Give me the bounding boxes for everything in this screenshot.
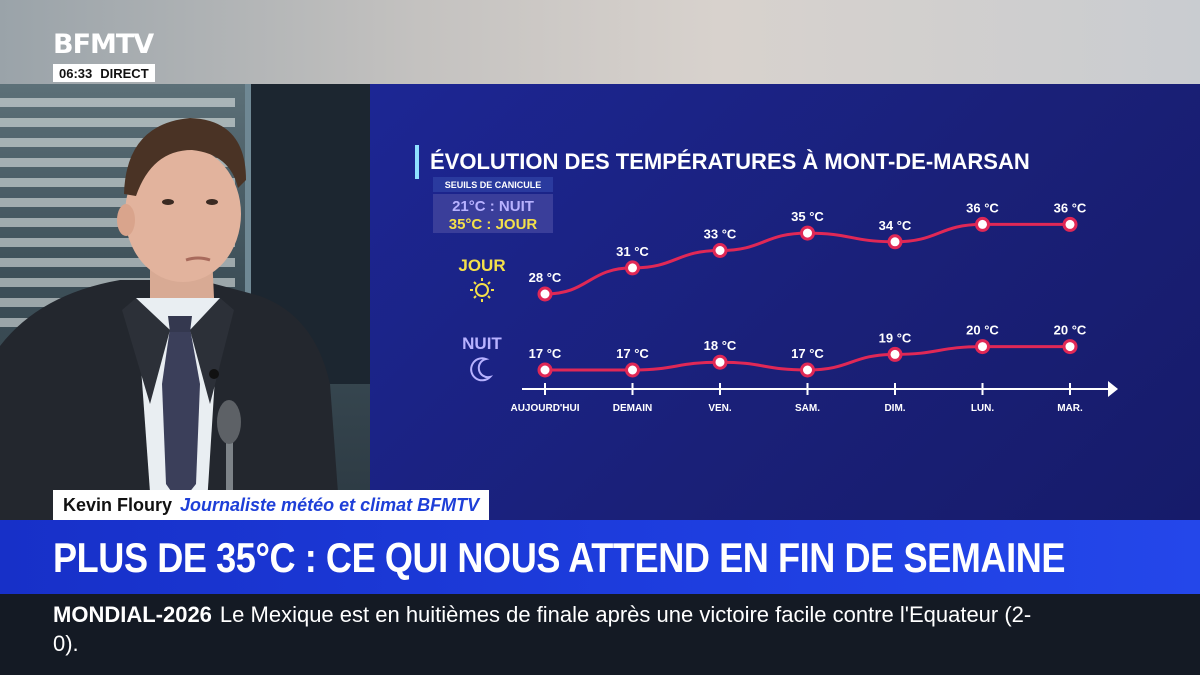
news-ticker: MONDIAL-2026 Le Mexique est en huitièmes … [0, 594, 1200, 675]
data-point [1062, 216, 1078, 232]
data-point [537, 362, 553, 378]
presenter-role: Journaliste météo et climat BFMTV [180, 494, 480, 515]
data-point [975, 216, 990, 232]
data-label: 19 °C [879, 330, 912, 345]
day-series-label: JOUR [458, 256, 505, 275]
data-label: 28 °C [529, 270, 562, 285]
data-label: 20 °C [966, 323, 999, 338]
data-point [625, 260, 640, 276]
data-label: 17 °C [616, 346, 649, 361]
data-label: 20 °C [1054, 323, 1087, 338]
x-tick-label: DIM. [884, 403, 905, 414]
live-label: DIRECT [100, 65, 149, 81]
ticker-label: MONDIAL-2026 [53, 602, 212, 627]
clock-badge: 06:33 DIRECT [53, 64, 155, 82]
night-series-label: NUIT [462, 334, 502, 353]
top-bar: BFMTV 06:33 DIRECT [0, 0, 1200, 84]
studio-view [0, 84, 370, 520]
x-tick-label: VEN. [708, 403, 732, 414]
data-point [625, 362, 640, 378]
ticker-text: Le Mexique est en huitièmes de finale ap… [53, 602, 1032, 656]
data-label: 36 °C [966, 200, 999, 215]
data-label: 17 °C [529, 346, 562, 361]
x-tick-label: LUN. [971, 403, 995, 414]
sun-icon [470, 278, 494, 302]
canicule-legend: SEUILS DE CANICULE 21°C : NUIT 35°C : JO… [433, 177, 553, 233]
data-point [975, 339, 990, 355]
headline-banner: PLUS DE 35°C : CE QUI NOUS ATTEND EN FIN… [0, 520, 1200, 594]
legend-night-threshold: 21°C : NUIT [452, 198, 534, 215]
data-label: 17 °C [791, 346, 824, 361]
presenter-figure [0, 118, 340, 520]
data-point [1062, 339, 1078, 355]
data-point [712, 354, 728, 370]
data-point [887, 346, 903, 362]
axis-arrow-icon [1108, 381, 1118, 397]
legend-heading: SEUILS DE CANICULE [445, 180, 542, 190]
clock-time: 06:33 [59, 65, 93, 81]
x-axis: AUJOURD'HUI DEMAIN VEN. SAM. DIM. LUN. MAR. [510, 381, 1118, 414]
x-tick-label: SAM. [795, 403, 820, 414]
data-point [800, 362, 815, 378]
title-accent-bar [415, 145, 419, 179]
data-label: 18 °C [704, 338, 737, 353]
moon-icon [470, 357, 494, 382]
ticker-content: MONDIAL-2026 Le Mexique est en huitièmes … [53, 600, 1053, 658]
x-tick-label: MAR. [1057, 403, 1083, 414]
data-label: 34 °C [879, 218, 912, 233]
legend-day-threshold: 35°C : JOUR [449, 216, 538, 233]
channel-logo: BFMTV [53, 29, 154, 60]
name-strap: Kevin Floury Journaliste météo et climat… [53, 490, 490, 520]
data-label: 31 °C [616, 244, 649, 259]
presenter-name: Kevin Floury [63, 494, 173, 515]
data-point [800, 225, 815, 241]
data-point [712, 243, 728, 258]
chart-panel: ÉVOLUTION DES TEMPÉRATURES À MONT-DE-MAR… [370, 84, 1200, 520]
data-point [887, 234, 903, 250]
x-tick-label: AUJOURD'HUI [510, 403, 579, 414]
data-point [537, 286, 553, 302]
data-label: 33 °C [704, 227, 737, 242]
headline-text: PLUS DE 35°C : CE QUI NOUS ATTEND EN FIN… [53, 534, 1066, 581]
data-label: 36 °C [1054, 200, 1087, 215]
x-tick-label: DEMAIN [613, 403, 652, 414]
temperature-chart: ÉVOLUTION DES TEMPÉRATURES À MONT-DE-MAR… [415, 145, 1118, 414]
data-label: 35 °C [791, 209, 824, 224]
chart-title: ÉVOLUTION DES TEMPÉRATURES À MONT-DE-MAR… [430, 149, 1030, 174]
